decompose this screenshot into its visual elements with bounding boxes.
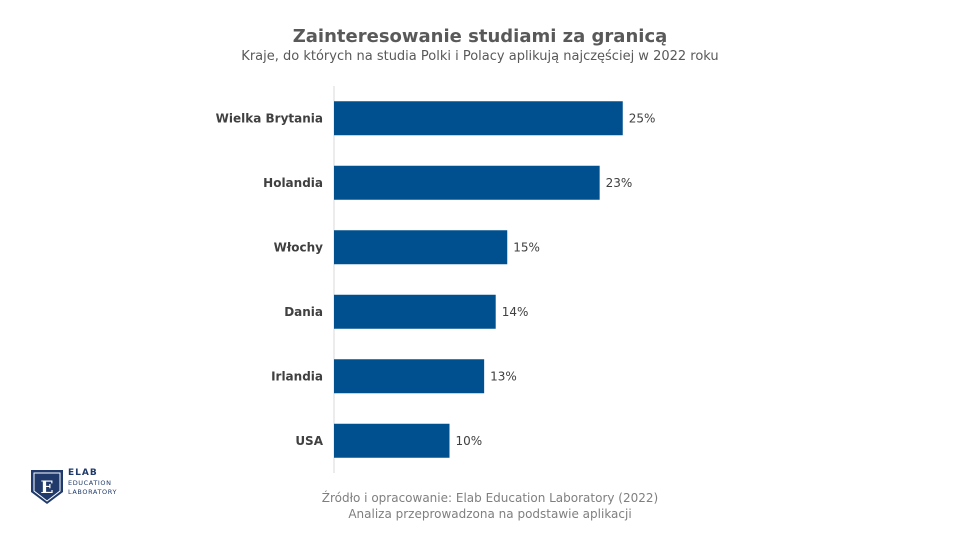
source-note: Źródło i opracowanie: Elab Education Lab… bbox=[230, 490, 750, 522]
category-label: Wielka Brytania bbox=[216, 111, 323, 125]
bar bbox=[334, 294, 496, 329]
logo-tagline-1: EDUCATION bbox=[68, 478, 112, 487]
category-label: USA bbox=[295, 434, 323, 448]
bar bbox=[334, 101, 623, 136]
value-label: 13% bbox=[490, 369, 517, 383]
chart-title: Zainteresowanie studiami za granicą bbox=[292, 26, 668, 47]
logo-brand: ELAB bbox=[68, 468, 98, 478]
bar bbox=[334, 359, 485, 394]
value-label: 25% bbox=[629, 111, 656, 125]
logo-letter: E bbox=[41, 478, 54, 498]
category-label: Włochy bbox=[274, 240, 324, 254]
value-label: 10% bbox=[456, 434, 483, 448]
elab-shield-icon: E bbox=[31, 470, 63, 504]
bar bbox=[334, 230, 508, 265]
category-label: Holandia bbox=[263, 176, 323, 190]
value-label: 14% bbox=[502, 305, 529, 319]
source-line-1: Źródło i opracowanie: Elab Education Lab… bbox=[321, 491, 659, 505]
bar bbox=[334, 165, 600, 200]
category-label: Dania bbox=[284, 305, 323, 319]
value-label: 23% bbox=[606, 176, 633, 190]
chart-subtitle: Kraje, do których na studia Polki i Pola… bbox=[241, 49, 719, 64]
value-label: 15% bbox=[513, 240, 540, 254]
logo-tagline-2: LABORATORY bbox=[68, 488, 118, 496]
source-line-2: Analiza przeprowadzona na podstawie apli… bbox=[348, 507, 632, 521]
bar bbox=[334, 423, 450, 458]
elab-logo: E ELAB EDUCATION LABORATORY bbox=[30, 468, 140, 508]
category-label: Irlandia bbox=[271, 369, 323, 383]
